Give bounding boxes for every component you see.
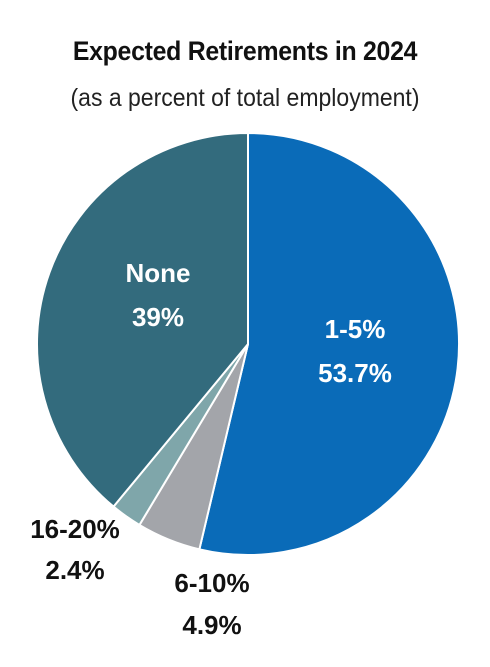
pie-slice-none bbox=[36, 132, 249, 508]
pie-slices bbox=[36, 132, 460, 556]
chart-title: Expected Retirements in 2024 bbox=[72, 36, 418, 66]
slice-category-label: 6-10% bbox=[174, 568, 249, 598]
slice-value-label: 53.7% bbox=[318, 358, 392, 388]
pie-slice-1-5 bbox=[198, 132, 460, 556]
slice-category-label: None bbox=[126, 258, 191, 288]
chart-subtitle: (as a percent of total employment) bbox=[70, 84, 420, 112]
slice-category-label: 1-5% bbox=[325, 314, 386, 344]
slice-category-label: 16-20% bbox=[30, 514, 120, 544]
slice-value-label: 4.9% bbox=[182, 610, 241, 640]
pie-labels: 1-5% 53.7% 6-10% 4.9% 16-20% 2.4% None 39% bbox=[30, 258, 392, 640]
slice-value-label: 39% bbox=[132, 302, 184, 332]
slice-value-label: 2.4% bbox=[45, 555, 104, 585]
